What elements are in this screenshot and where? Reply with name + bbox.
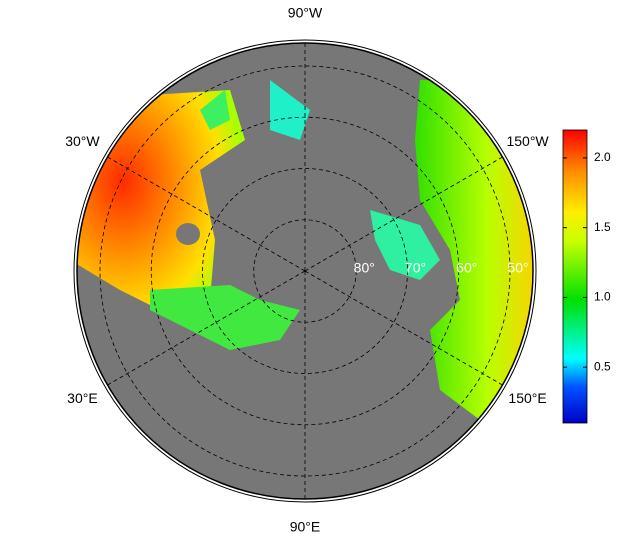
latitude-label: 60° <box>456 260 477 276</box>
colorbar-tick-label: 2.0 <box>594 150 611 164</box>
greenland <box>210 165 290 220</box>
baffin-bay <box>270 80 310 140</box>
map-disk <box>77 43 533 499</box>
latitude-label: 50° <box>507 260 528 276</box>
longitude-label: 150°E <box>508 390 546 406</box>
hudson-bay <box>200 90 230 130</box>
iceland <box>176 223 200 245</box>
longitude-label: 30°E <box>67 390 98 406</box>
colorbar-tick-label: 0.5 <box>594 359 611 373</box>
meridian <box>304 156 503 272</box>
meridian <box>304 270 503 386</box>
colorbar <box>563 130 587 423</box>
colorbar-tick-label: 1.5 <box>594 220 611 234</box>
longitude-label: 30°W <box>65 133 100 149</box>
latitude-circle <box>150 116 460 426</box>
meridian <box>107 156 306 272</box>
colorbar-tick-label: 1.0 <box>594 290 611 304</box>
bering-region <box>370 210 440 280</box>
latitude-label: 70° <box>405 260 426 276</box>
latitude-circle <box>99 65 511 477</box>
map-frame <box>73 39 537 503</box>
longitude-label: 150°W <box>506 133 549 149</box>
latitude-label: 80° <box>354 260 375 276</box>
meridian <box>107 270 306 386</box>
longitude-label: 90°W <box>288 5 323 21</box>
longitude-label: 90°E <box>290 519 321 535</box>
colorbar-frame <box>562 129 588 424</box>
latitude-circle <box>202 168 408 374</box>
